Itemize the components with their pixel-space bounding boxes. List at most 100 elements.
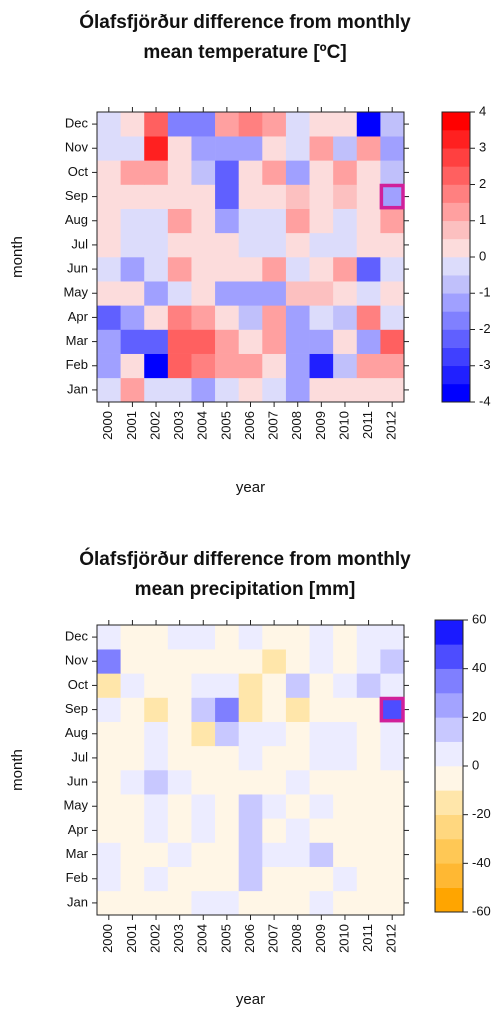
heat-cell — [191, 794, 216, 819]
highlight-box — [379, 183, 405, 210]
colorbar-tick-label: 20 — [472, 709, 486, 724]
y-tick-label: Dec — [65, 116, 89, 131]
chart-title: Ólafsfjörður difference from monthly mea… — [79, 549, 411, 600]
heat-cell — [333, 890, 358, 916]
heat-cell — [262, 697, 287, 722]
heat-cell — [238, 329, 263, 354]
heat-cell — [356, 721, 381, 747]
heat-cell — [215, 866, 239, 892]
x-tick-label: 2012 — [384, 924, 399, 953]
heat-cell — [309, 353, 334, 379]
chart-title: Ólafsfjörður difference from monthly mea… — [79, 12, 411, 63]
heat-cell — [309, 745, 334, 771]
heat-cell — [380, 673, 405, 698]
heat-cell — [97, 721, 121, 747]
x-axis-label: year — [236, 479, 265, 496]
heat-cell — [97, 842, 121, 867]
x-tick-label: 2005 — [218, 924, 233, 953]
heat-cell — [309, 232, 334, 258]
y-tick-label: Jan — [67, 381, 88, 396]
x-axis-label: year — [236, 991, 265, 1008]
heat-cell — [215, 649, 239, 674]
colorbar-tick-label: 60 — [472, 611, 486, 626]
heat-cell — [120, 377, 145, 403]
heat-cell — [356, 329, 381, 354]
heat-cell — [144, 353, 169, 379]
y-tick-label: Jun — [67, 261, 88, 276]
heat-cell — [97, 673, 121, 698]
colorbar-band — [435, 790, 463, 815]
heat-cell — [215, 329, 239, 354]
x-tick-label: 2007 — [266, 411, 281, 440]
heat-cell — [309, 721, 334, 747]
heat-cell — [333, 794, 358, 819]
heat-cell — [356, 184, 381, 209]
x-tick-label: 2004 — [195, 924, 210, 953]
colorbar-tick-label: 4 — [479, 103, 486, 118]
heat-cell — [97, 329, 121, 354]
x-tick-label: 2004 — [195, 411, 210, 440]
heat-cell — [333, 232, 358, 258]
heat-cell — [167, 353, 192, 379]
heat-cell — [215, 794, 239, 819]
heat-cell — [262, 890, 287, 916]
y-axis-label: month — [9, 749, 26, 791]
colorbar-band — [442, 220, 470, 240]
heat-cell — [120, 353, 145, 379]
heat-cell — [356, 112, 381, 137]
heat-cell — [380, 257, 405, 282]
heat-cell — [262, 208, 287, 234]
heat-cell — [191, 257, 216, 282]
heat-cell — [285, 818, 310, 843]
y-tick-label: Sep — [65, 188, 88, 203]
heat-cell — [238, 625, 263, 650]
x-tick-label: 2005 — [218, 411, 233, 440]
heat-cell — [380, 770, 405, 795]
heat-cell — [120, 770, 145, 795]
heat-cell — [191, 184, 216, 209]
heat-cell — [333, 649, 358, 674]
heat-cell — [238, 353, 263, 379]
heat-cell — [285, 649, 310, 674]
colorbar-tick-label: 3 — [479, 140, 486, 155]
heat-cell — [120, 818, 145, 843]
heat-cell — [191, 232, 216, 258]
heat-cell — [238, 866, 263, 892]
heat-cell — [191, 112, 216, 137]
heat-cell — [144, 842, 169, 867]
heat-cell — [309, 208, 334, 234]
heat-cell — [356, 649, 381, 674]
heat-cell — [191, 818, 216, 843]
heat-cell — [380, 136, 405, 161]
heat-cell — [309, 625, 334, 650]
heat-cell — [167, 649, 192, 674]
heat-cell — [238, 697, 263, 722]
heat-cell — [144, 818, 169, 843]
y-tick-label: Aug — [65, 725, 88, 740]
heat-cell — [215, 818, 239, 843]
heat-cell — [215, 377, 239, 403]
heat-cell — [285, 112, 310, 137]
colorbar-band — [442, 130, 470, 149]
heat-cell — [215, 208, 239, 234]
heat-cell — [262, 136, 287, 161]
heat-cell — [120, 136, 145, 161]
heat-cell — [144, 257, 169, 282]
heat-cell — [262, 112, 287, 137]
heat-cell — [309, 794, 334, 819]
heat-cell — [333, 770, 358, 795]
heat-cell — [238, 770, 263, 795]
heat-cell — [380, 842, 405, 867]
colorbar-tick-label: 0 — [479, 248, 486, 263]
heat-cell — [380, 649, 405, 674]
heat-cell — [380, 305, 405, 330]
x-tick-label: 2003 — [171, 411, 186, 440]
heat-cell — [167, 770, 192, 795]
heat-cell — [356, 160, 381, 185]
heat-cell — [309, 842, 334, 867]
heat-cell — [120, 184, 145, 209]
heat-cell — [356, 842, 381, 867]
heat-cell — [333, 377, 358, 403]
colorbar-band — [435, 814, 463, 840]
